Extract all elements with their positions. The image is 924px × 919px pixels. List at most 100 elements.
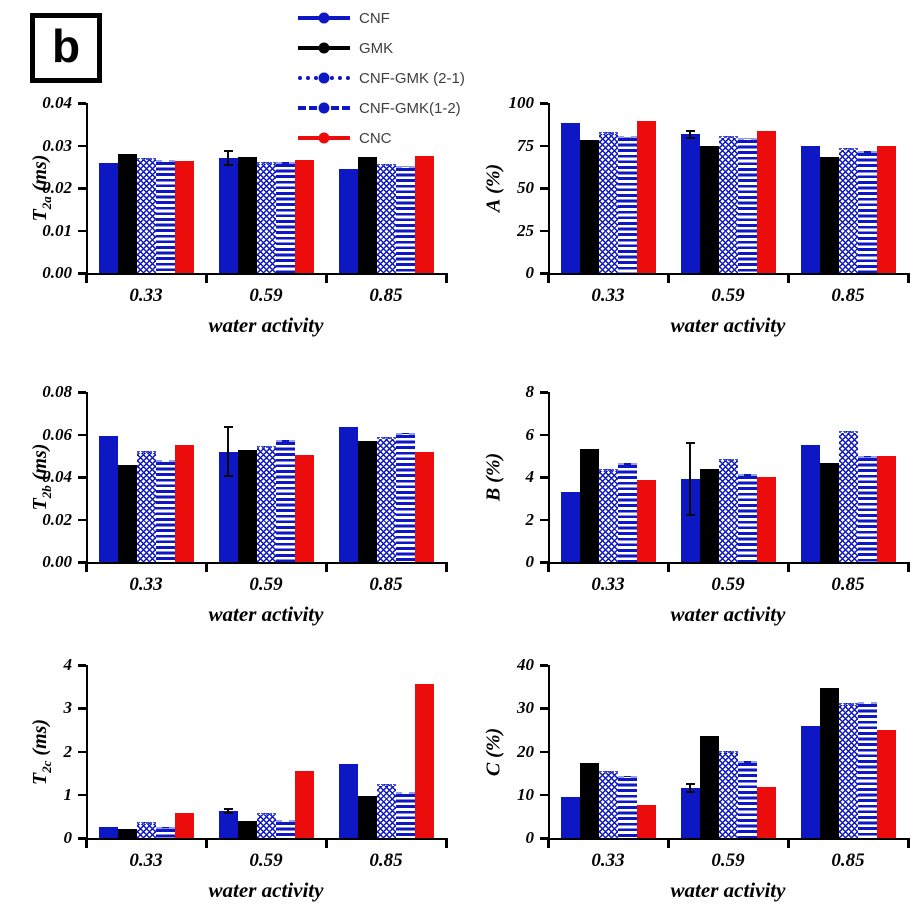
y-tick xyxy=(78,707,86,710)
x-tick xyxy=(667,275,670,283)
bar-cnf-gmk-1-2-aw0.33 xyxy=(617,775,637,838)
bar-cnc-aw0.59 xyxy=(294,770,314,838)
bar-cnf-aw0.85 xyxy=(800,445,820,562)
x-tick-label: 0.85 xyxy=(369,285,403,306)
x-tick-label: 0.59 xyxy=(249,574,283,595)
y-tick-label: 8 xyxy=(525,382,535,401)
y-tick-label: 10 xyxy=(517,784,534,804)
x-tick xyxy=(667,840,670,848)
y-tick-label: 0.02 xyxy=(42,178,72,197)
y-tick xyxy=(540,144,548,147)
bar-group-0.33 xyxy=(86,665,206,838)
bar-gmk-aw0.85 xyxy=(357,441,377,562)
y-tick xyxy=(540,476,548,479)
bar-cnf-aw0.85 xyxy=(338,764,358,838)
y-tick-label: 0.03 xyxy=(42,135,72,155)
bar-group-0.85 xyxy=(788,392,908,562)
y-tick-label: 0 xyxy=(525,263,535,282)
bar-cnf-gmk-2-1-aw0.59 xyxy=(256,161,276,273)
bar-cnc-aw0.59 xyxy=(756,477,776,562)
bar-group-0.59 xyxy=(206,665,326,838)
bar-cnf-gmk-2-1-aw0.33 xyxy=(136,451,156,562)
bar-cnc-aw0.85 xyxy=(876,145,896,273)
bar-cnf-gmk-2-1-aw0.85 xyxy=(376,437,396,562)
bar-cnf-gmk-2-1-aw0.59 xyxy=(256,813,276,838)
chart-a-percent: A (%) 0 25 50 75 100 0.33 0.59 0.85 water activit… xyxy=(472,93,924,378)
x-tick-label: 0.33 xyxy=(591,850,625,871)
error-bar-cap xyxy=(685,791,695,794)
bar-cnf-gmk-1-2-aw0.85 xyxy=(395,433,415,562)
bar-group-0.33 xyxy=(86,392,206,562)
x-tick xyxy=(325,275,328,283)
x-tick xyxy=(445,840,448,848)
x-tick-label: 0.85 xyxy=(831,285,865,306)
bar-cnf-aw0.33 xyxy=(98,436,118,562)
bar-cnf-gmk-2-1-aw0.59 xyxy=(718,136,738,273)
y-tick-label: 40 xyxy=(517,655,534,674)
x-tick-label: 0.85 xyxy=(831,850,865,871)
bar-group-0.85 xyxy=(788,103,908,273)
legend-line-dashed-icon xyxy=(298,102,350,114)
bar-cnf-aw0.85 xyxy=(800,725,820,838)
y-tick-label: 4 xyxy=(525,467,535,486)
x-axis-label: water activity xyxy=(208,878,324,902)
x-tick xyxy=(667,564,670,572)
plot-area xyxy=(548,103,910,275)
y-tick-label: 0.06 xyxy=(42,424,72,444)
error-bar xyxy=(227,427,229,476)
y-tick-label: 3 xyxy=(63,698,73,718)
bar-cnf-gmk-1-2-aw0.33 xyxy=(617,462,637,562)
bar-gmk-aw0.33 xyxy=(579,763,599,838)
bar-group-0.85 xyxy=(326,665,446,838)
legend-line-dotted-icon xyxy=(298,72,350,84)
bar-cnf-gmk-1-2-aw0.59 xyxy=(275,440,295,562)
y-tick xyxy=(540,102,548,105)
y-tick-label: 100 xyxy=(508,93,535,112)
legend-item-cnf-gmk-1-2: CNF-GMK(1-2) xyxy=(298,98,465,118)
bar-cnf-gmk-2-1-aw0.85 xyxy=(838,148,858,273)
bar-cnf-aw0.33 xyxy=(560,491,580,562)
bar-gmk-aw0.85 xyxy=(819,157,839,273)
x-tick xyxy=(547,275,550,283)
bar-cnf-gmk-1-2-aw0.85 xyxy=(395,166,415,273)
bar-cnf-aw0.59 xyxy=(218,158,238,273)
y-tick xyxy=(540,837,548,840)
x-axis-label: water activity xyxy=(208,313,324,337)
bar-cnf-aw0.59 xyxy=(218,451,238,562)
legend-marker-dot-icon xyxy=(318,12,330,24)
bar-cnc-aw0.33 xyxy=(636,480,656,562)
y-tick xyxy=(78,102,86,105)
error-bar-cap xyxy=(685,514,695,517)
bar-cnc-aw0.59 xyxy=(756,786,776,838)
bar-cnc-aw0.33 xyxy=(174,160,194,273)
bar-gmk-aw0.33 xyxy=(117,828,137,838)
bar-group-0.59 xyxy=(668,392,788,562)
bar-cnf-gmk-2-1-aw0.33 xyxy=(598,468,618,562)
x-axis-label: water activity xyxy=(670,878,786,902)
bar-cnf-gmk-1-2-aw0.85 xyxy=(857,455,877,562)
panel-label: b xyxy=(51,20,81,72)
y-tick xyxy=(540,750,548,753)
x-tick xyxy=(85,840,88,848)
x-tick-label: 0.59 xyxy=(711,574,745,595)
bar-gmk-aw0.33 xyxy=(117,465,137,562)
bar-cnf-gmk-2-1-aw0.85 xyxy=(838,430,858,562)
y-tick-label: 20 xyxy=(517,741,534,761)
x-tick xyxy=(85,275,88,283)
bar-cnf-gmk-1-2-aw0.59 xyxy=(737,474,757,562)
bar-cnc-aw0.59 xyxy=(294,159,314,273)
legend-line-solid-icon xyxy=(298,132,350,144)
error-bar-cap xyxy=(685,130,695,133)
y-tick-label: 0.08 xyxy=(42,382,72,401)
bar-cnf-aw0.59 xyxy=(218,811,238,838)
legend-item-cnc: CNC xyxy=(298,128,465,148)
bar-cnc-aw0.85 xyxy=(414,684,434,838)
bar-gmk-aw0.33 xyxy=(579,449,599,562)
x-tick-label: 0.59 xyxy=(711,285,745,306)
x-axis-label: water activity xyxy=(670,602,786,626)
bar-cnf-aw0.33 xyxy=(98,162,118,273)
chart-t2b: T2b (ms) 0.00 0.02 0.04 0.06 0.08 0.33 0.59 0.85… xyxy=(20,378,472,663)
plot-area xyxy=(86,665,448,840)
y-tick-label: 2 xyxy=(525,509,535,529)
error-bar-cap xyxy=(685,442,695,444)
